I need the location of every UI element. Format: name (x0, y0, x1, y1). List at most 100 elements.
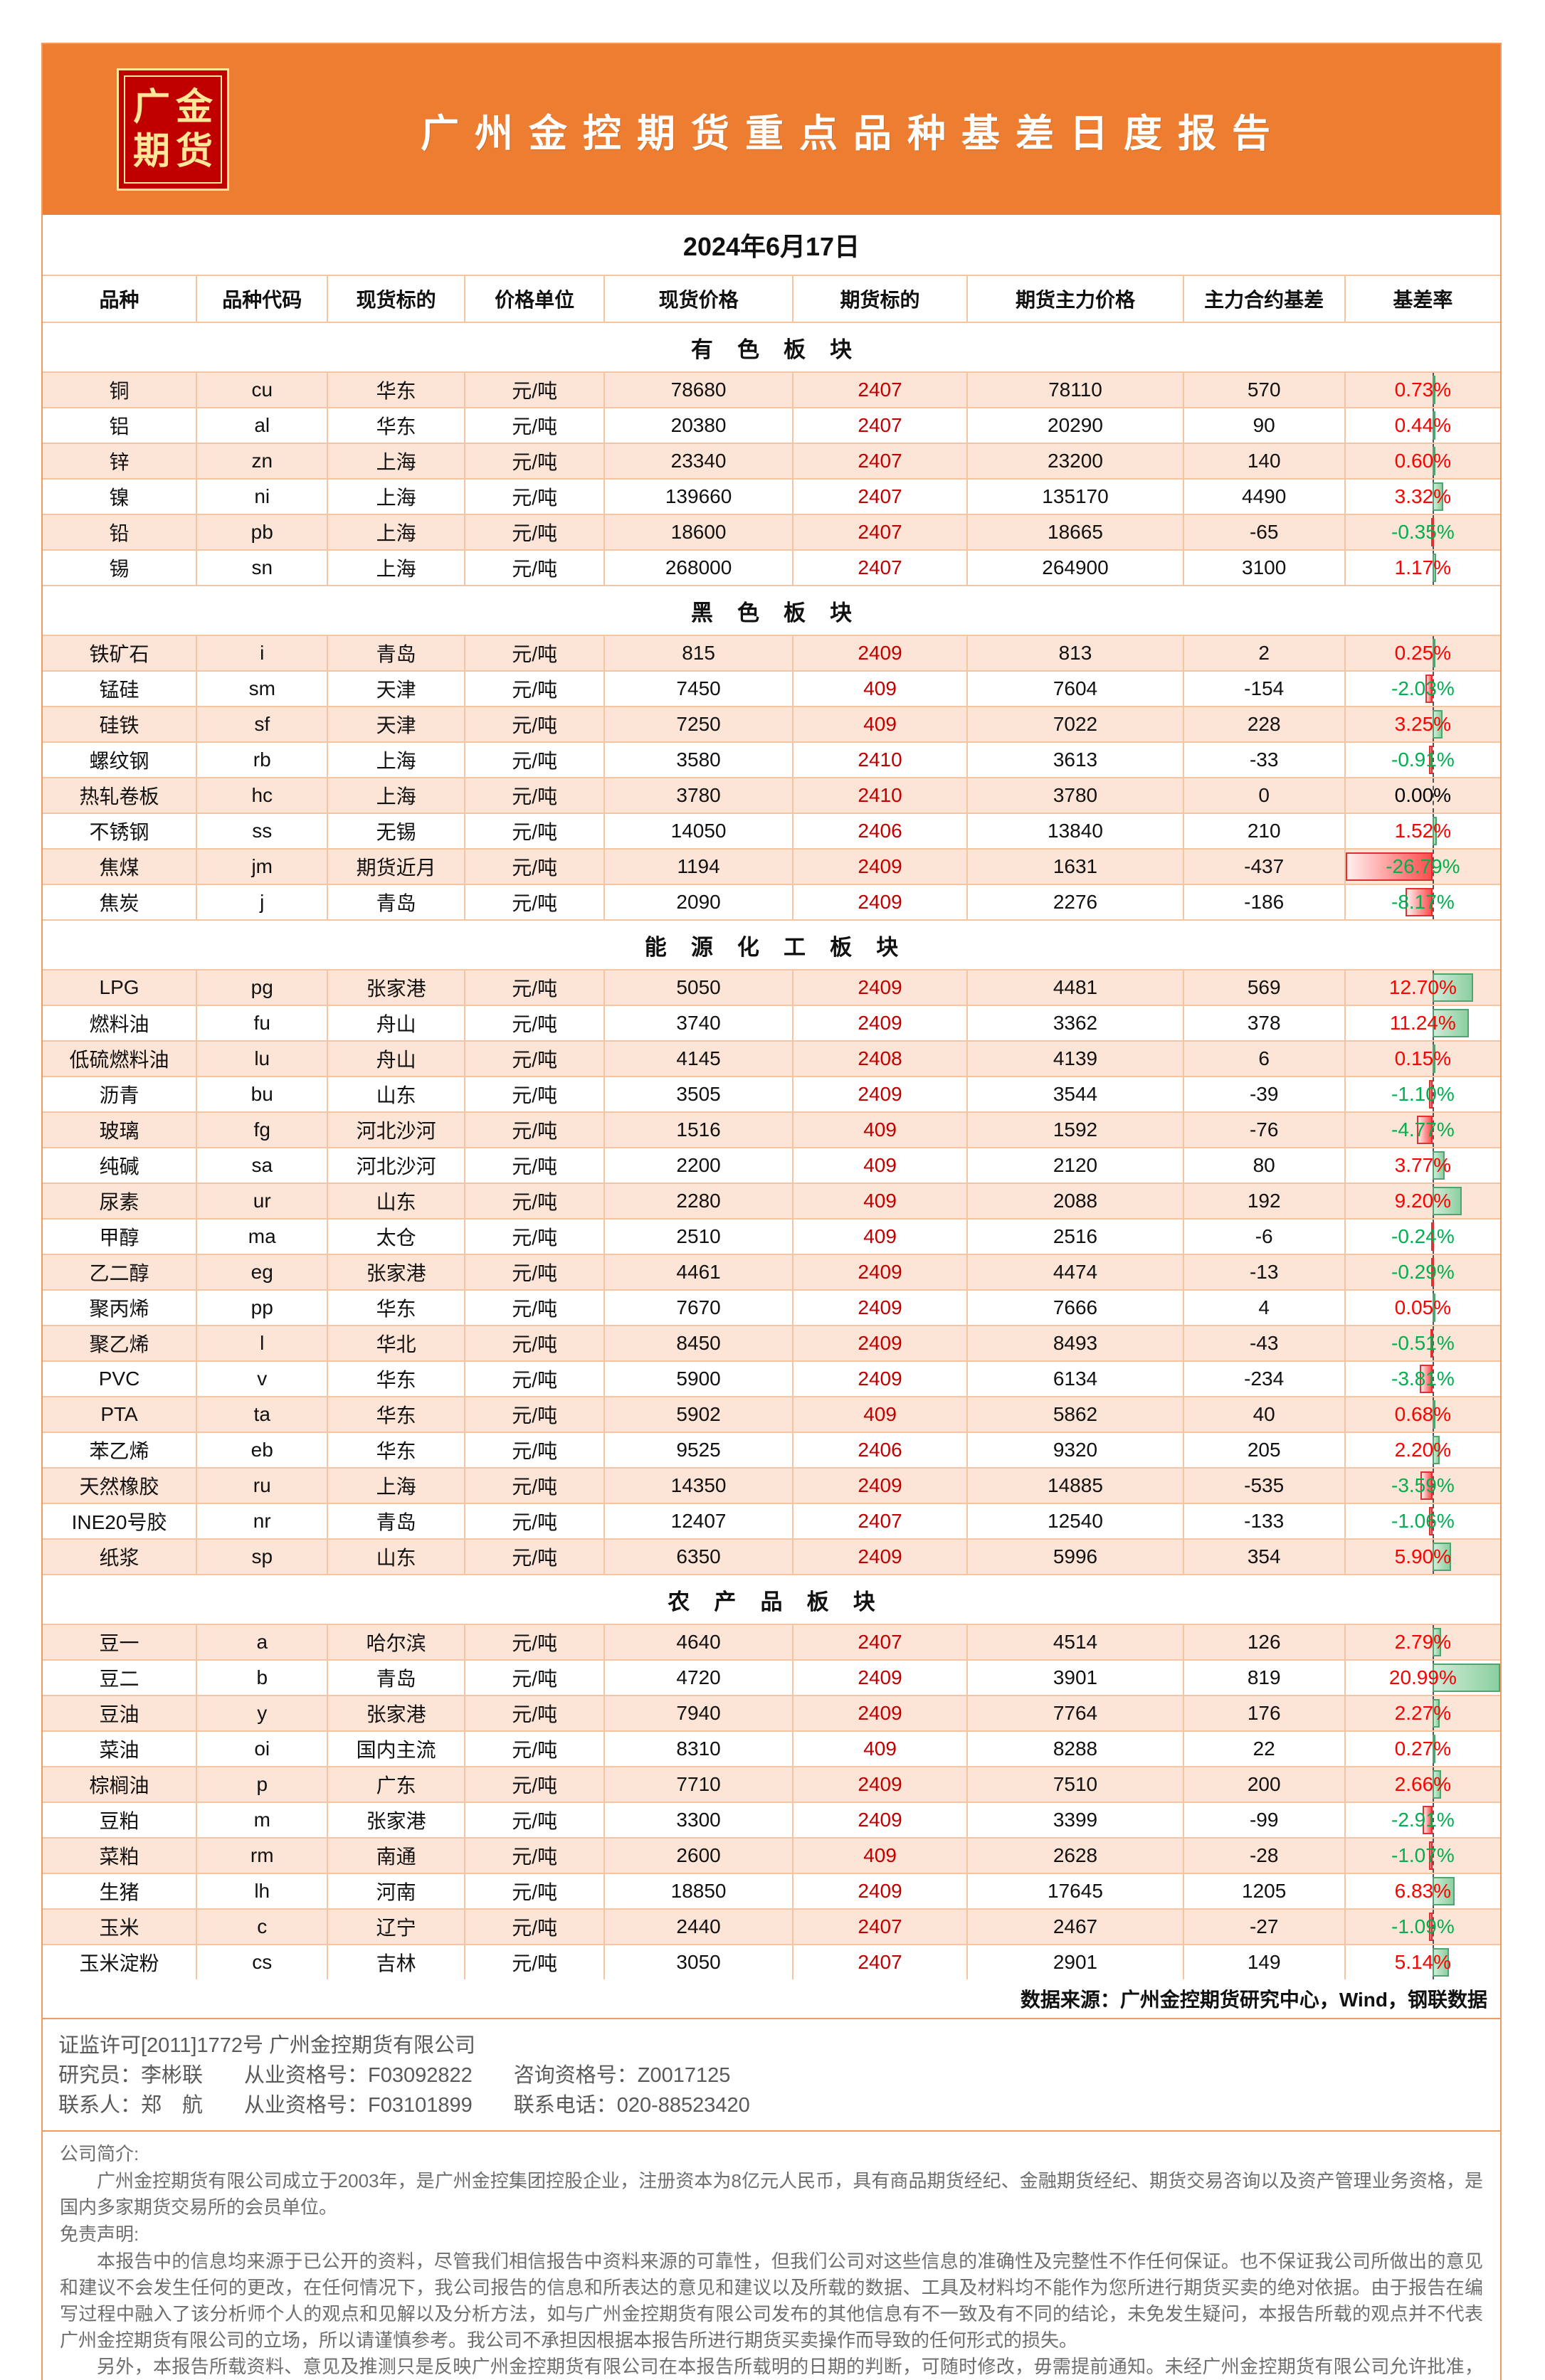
cell-spot-price: 1194 (605, 850, 793, 884)
cell-basis-rate: 0.60% (1346, 444, 1500, 478)
cell-spot-price: 4640 (605, 1625, 793, 1659)
basis-rate-bar (1432, 447, 1435, 475)
cell-code: j (197, 885, 329, 919)
cell-basis: -33 (1184, 743, 1346, 777)
cell-contract: 2409 (793, 1661, 969, 1695)
cell-basis: -234 (1184, 1362, 1346, 1396)
basis-rate-value: 0.00% (1394, 784, 1452, 806)
cell-basis-rate: 3.77% (1346, 1148, 1500, 1183)
cell-spot-target: 上海 (328, 551, 465, 585)
rate-axis-line (1432, 743, 1434, 777)
cell-code: sn (197, 551, 329, 585)
header-banner: 广金 期货 广州金控期货重点品种基差日度报告 (43, 44, 1500, 215)
cell-spot-target: 舟山 (328, 1042, 465, 1076)
cell-species: 玻璃 (43, 1113, 198, 1147)
cell-price-unit: 元/吨 (465, 1362, 606, 1396)
cell-futures-price: 3901 (968, 1661, 1184, 1695)
cell-price-unit: 元/吨 (465, 1326, 606, 1360)
cell-futures-price: 12540 (968, 1504, 1184, 1538)
cell-species: 锡 (43, 551, 198, 585)
cell-species: 铜 (43, 373, 198, 407)
table-row: 尿素 ur 山东 元/吨 2280 409 2088 192 9.20% (43, 1184, 1500, 1220)
cell-basis: 22 (1184, 1732, 1346, 1766)
cell-species: 不锈钢 (43, 814, 198, 848)
cell-basis: -39 (1184, 1077, 1346, 1111)
cell-spot-target: 山东 (328, 1540, 465, 1574)
cell-basis-rate: 2.66% (1346, 1767, 1500, 1802)
cell-price-unit: 元/吨 (465, 1077, 606, 1111)
cell-contract: 2409 (793, 1362, 969, 1396)
table-row: 锰硅 sm 天津 元/吨 7450 409 7604 -154 -2.03% (43, 672, 1500, 707)
table-row: 甲醇 ma 太仓 元/吨 2510 409 2516 -6 -0.24% (43, 1220, 1500, 1255)
table-row: 菜油 oi 国内主流 元/吨 8310 409 8288 22 0.27% (43, 1732, 1500, 1767)
table-row: PTA ta 华东 元/吨 5902 409 5862 40 0.68% (43, 1397, 1500, 1433)
cell-price-unit: 元/吨 (465, 1042, 606, 1076)
cell-species: 焦炭 (43, 885, 198, 919)
cell-species: 豆油 (43, 1696, 198, 1730)
basis-rate-bar (1432, 1151, 1445, 1180)
cell-spot-price: 2200 (605, 1148, 793, 1183)
basis-rate-value: -1.09% (1391, 1915, 1455, 1937)
cell-spot-price: 8450 (605, 1326, 793, 1360)
basis-rate-bar (1432, 1735, 1435, 1763)
cell-basis-rate: 0.73% (1346, 373, 1500, 407)
company-logo-frame: 广金 期货 (124, 75, 222, 184)
cell-futures-price: 4474 (968, 1255, 1184, 1289)
cell-species: 锰硅 (43, 672, 198, 706)
cell-contract: 409 (793, 1113, 969, 1147)
basis-rate-bar (1431, 1258, 1435, 1286)
table-row: 乙二醇 eg 张家港 元/吨 4461 2409 4474 -13 -0.29% (43, 1255, 1500, 1291)
basis-rate-bar (1432, 1543, 1452, 1571)
cell-spot-target: 华北 (328, 1326, 465, 1360)
cell-basis-rate: -26.79% (1345, 850, 1500, 884)
cell-spot-price: 3780 (605, 778, 793, 813)
cell-species: 尿素 (43, 1184, 198, 1218)
cell-price-unit: 元/吨 (465, 551, 606, 585)
basis-rate-bar (1420, 1471, 1433, 1500)
cell-spot-target: 无锡 (328, 814, 465, 848)
basis-rate-value: 0.27% (1394, 1738, 1452, 1760)
cell-species: 焦煤 (43, 850, 198, 884)
report-date: 2024年6月17日 (43, 215, 1500, 276)
cell-price-unit: 元/吨 (465, 672, 606, 706)
cell-spot-target: 上海 (328, 515, 465, 549)
cell-basis-rate: 0.27% (1346, 1732, 1500, 1766)
cell-basis: -76 (1184, 1113, 1346, 1147)
cell-basis: 0 (1184, 778, 1346, 813)
table-row: PVC v 华东 元/吨 5900 2409 6134 -234 -3.81% (43, 1362, 1500, 1397)
cell-futures-price: 7604 (968, 672, 1184, 706)
cell-contract: 2409 (793, 1006, 969, 1040)
cell-spot-price: 78680 (605, 373, 793, 407)
basis-rate-value: 2.27% (1394, 1702, 1452, 1724)
cell-basis: 210 (1184, 814, 1346, 848)
cell-code: m (197, 1803, 329, 1837)
cell-basis-rate: 0.44% (1346, 408, 1500, 443)
cell-spot-price: 8310 (605, 1732, 793, 1766)
cell-code: eg (197, 1255, 329, 1289)
table-row: 镍 ni 上海 元/吨 139660 2407 135170 4490 3.32% (43, 480, 1500, 515)
cell-contract: 2406 (793, 814, 969, 848)
table-row: 豆油 y 张家港 元/吨 7940 2409 7764 176 2.27% (43, 1696, 1500, 1732)
basis-rate-bar (1432, 1877, 1455, 1905)
cell-basis: 90 (1184, 408, 1346, 443)
cell-code: rb (197, 743, 329, 777)
cell-species: 纯碱 (43, 1148, 198, 1183)
logo-text-bottom: 期货 (132, 129, 218, 173)
table-row: 燃料油 fu 舟山 元/吨 3740 2409 3362 378 11.24% (43, 1006, 1500, 1042)
basis-rate-value: 12.70% (1388, 976, 1457, 998)
cell-contract: 2407 (793, 551, 969, 585)
cell-basis: 3100 (1184, 551, 1346, 585)
cell-contract: 2406 (793, 1433, 969, 1467)
cell-basis: 570 (1184, 373, 1346, 407)
cell-price-unit: 元/吨 (465, 1803, 606, 1837)
cell-spot-target: 辽宁 (328, 1910, 465, 1944)
table-row: 铝 al 华东 元/吨 20380 2407 20290 90 0.44% (43, 408, 1500, 444)
cell-futures-price: 3399 (968, 1803, 1184, 1837)
cell-basis-rate: -0.24% (1346, 1220, 1500, 1254)
cell-species: 铁矿石 (43, 636, 198, 670)
basis-rate-value: -2.91% (1391, 1809, 1455, 1831)
cell-price-unit: 元/吨 (465, 814, 606, 848)
cell-species: PTA (43, 1397, 198, 1432)
basis-rate-value: 3.77% (1394, 1154, 1452, 1176)
